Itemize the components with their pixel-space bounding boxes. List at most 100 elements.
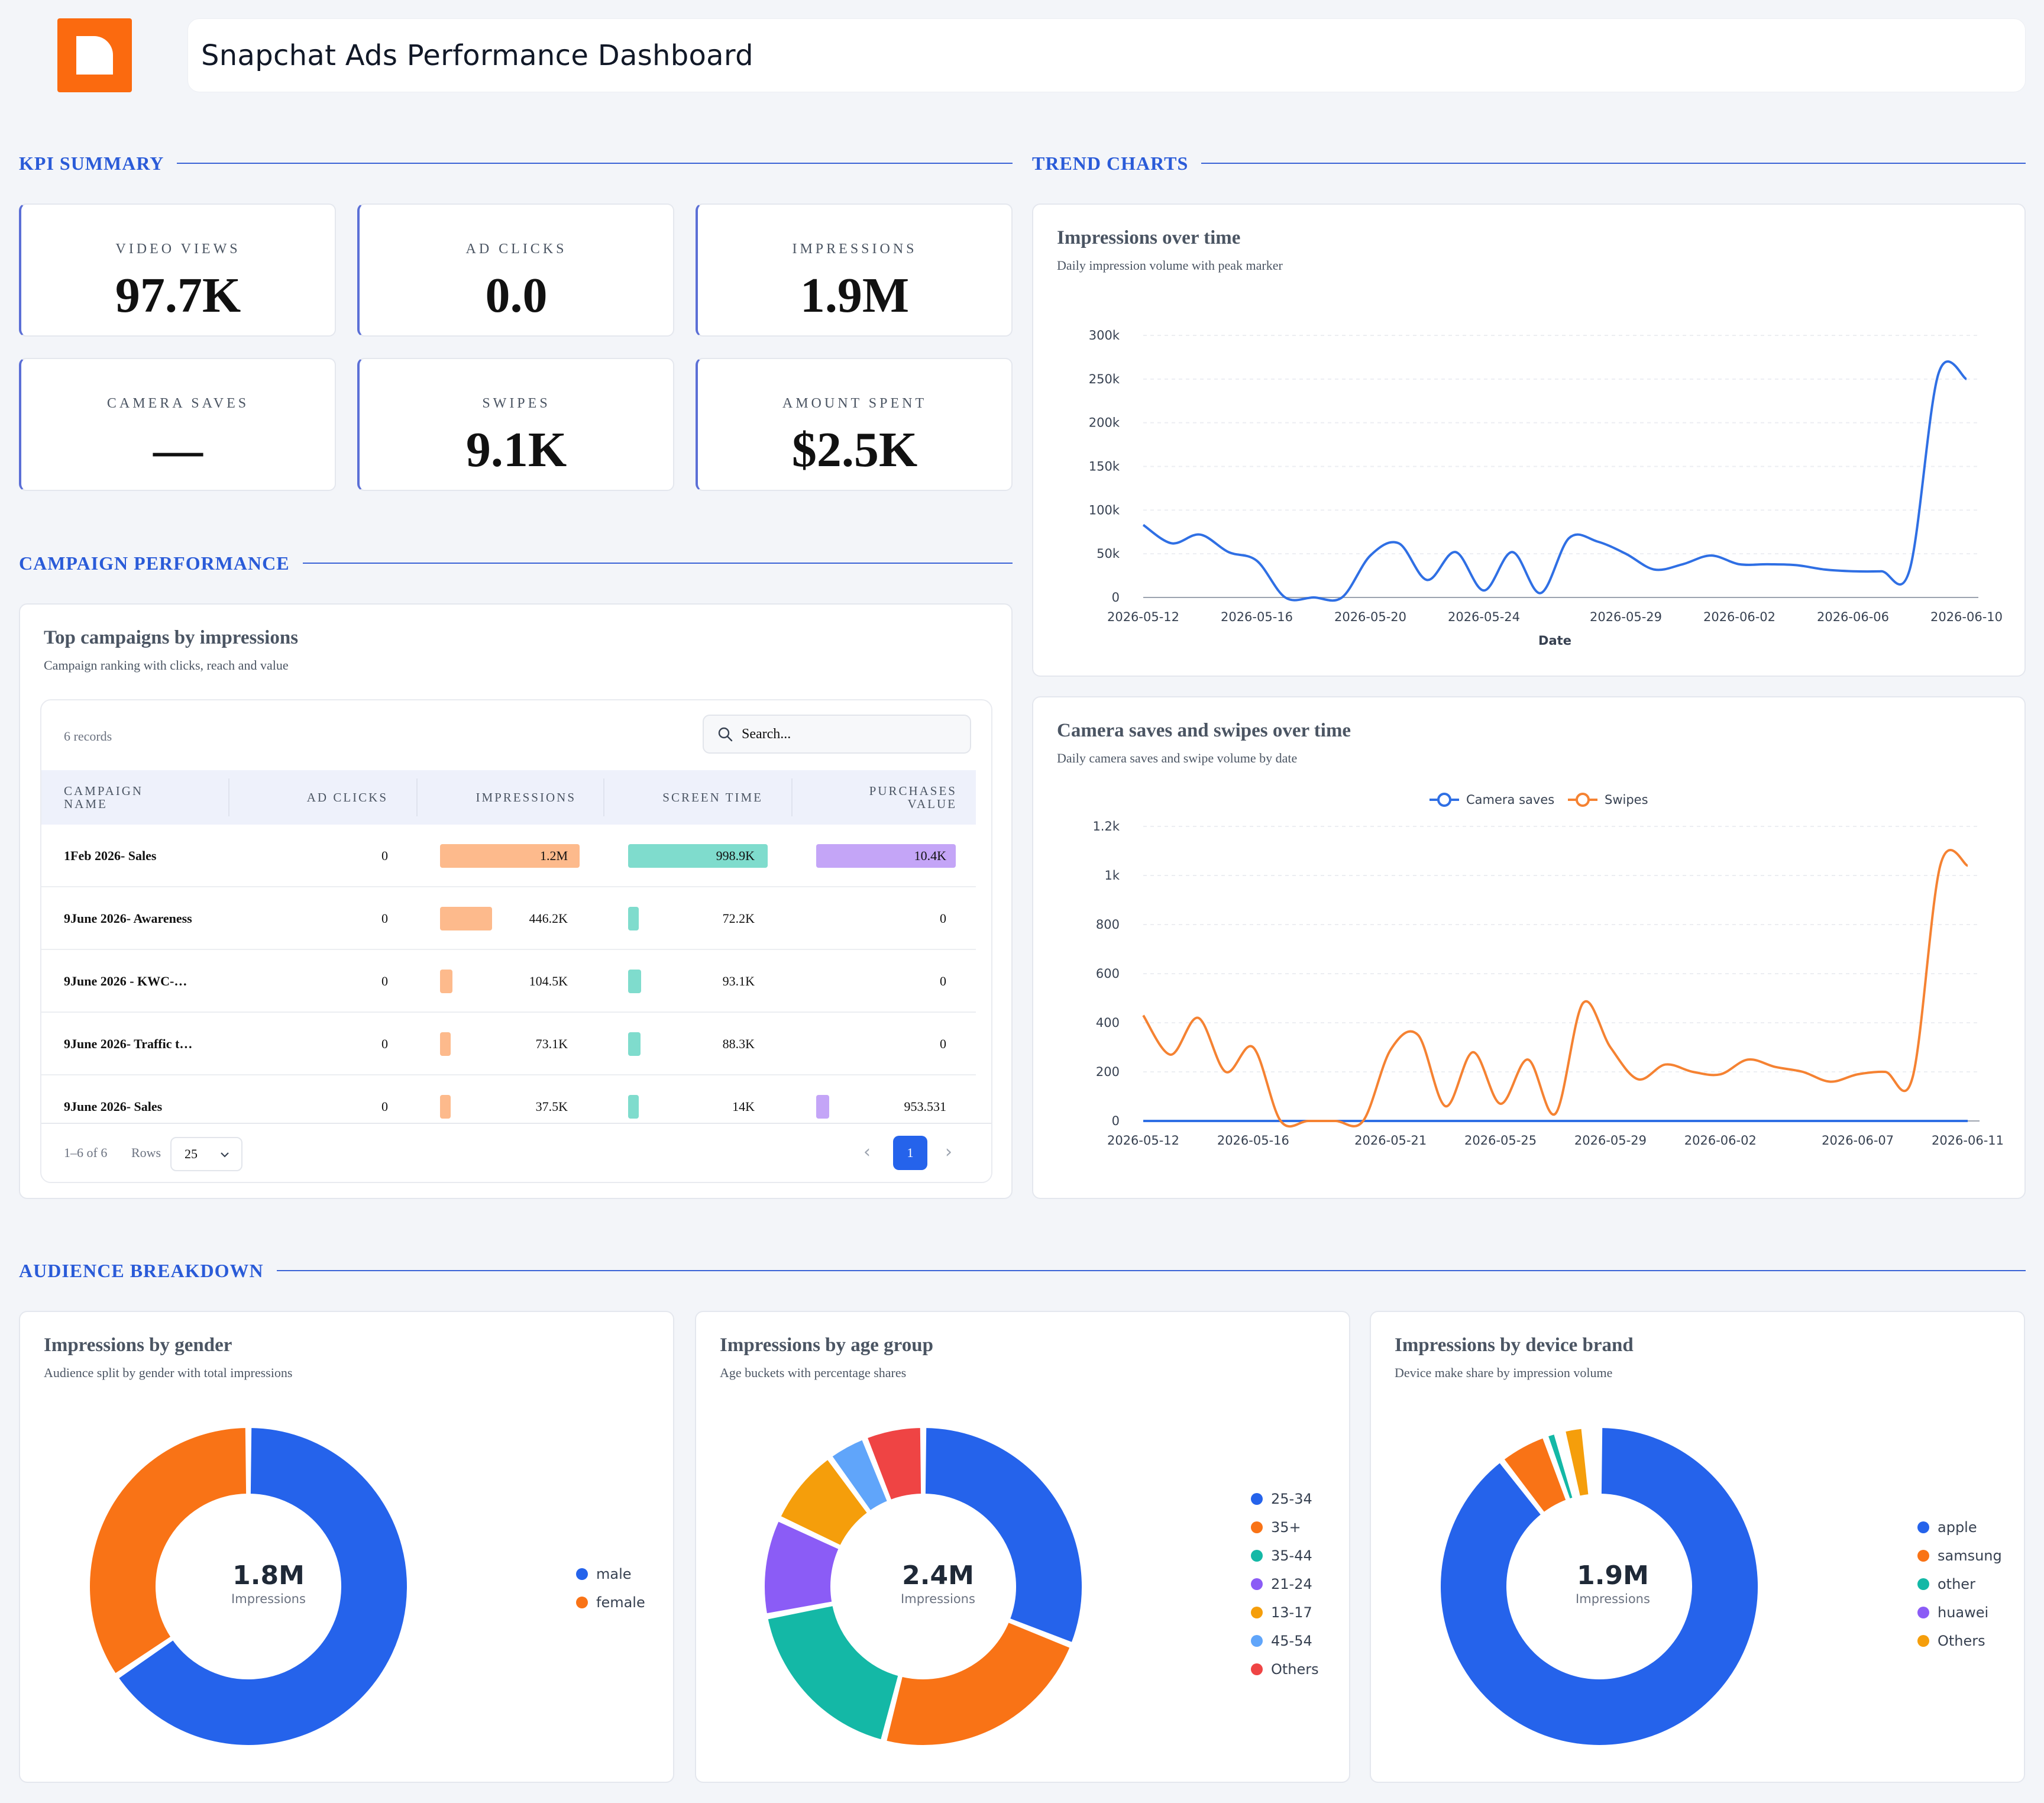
legend-item-13-17[interactable]: 13-17 <box>1251 1604 1312 1621</box>
legend-item-huawei[interactable]: huawei <box>1917 1604 1988 1621</box>
screen-time-cell: 72.2K <box>722 911 755 926</box>
svg-text:Camera saves: Camera saves <box>1466 793 1554 807</box>
chart-subtitle: Audience split by gender with total impr… <box>44 1365 293 1380</box>
donut-slice-apple[interactable] <box>1438 1425 1760 1747</box>
ad-clicks-cell: 0 <box>381 911 388 926</box>
legend-item-camera-saves[interactable]: Camera saves <box>1429 793 1554 807</box>
donut-center-label: Impressions <box>231 1592 306 1606</box>
purchases-value-cell: 0 <box>940 911 946 926</box>
donut-slice-13-17[interactable] <box>778 1456 871 1548</box>
y-tick-label: 0 <box>1112 1114 1120 1128</box>
donut-slice-huawei[interactable] <box>1557 1430 1579 1500</box>
table-header: CAMPAIGN NAME AD CLICKS IMPRESSIONS SCREE… <box>41 770 976 825</box>
kpi-card-amount-spent: AMOUNT SPENT $2.5K <box>696 358 1013 491</box>
screen-time-cell: 998.9K <box>716 848 755 863</box>
x-tick-label: 2026-05-24 <box>1448 610 1520 624</box>
donut-slice-21-24[interactable] <box>762 1518 842 1616</box>
age-donut-chart <box>762 1425 1084 1747</box>
donut-slice-female[interactable] <box>88 1425 249 1676</box>
x-tick-label: 2026-05-29 <box>1574 1133 1647 1148</box>
purchases-value-cell: 0 <box>940 1036 946 1051</box>
section-label: AUDIENCE BREAKDOWN <box>19 1259 264 1281</box>
records-count: 6 records <box>64 729 112 744</box>
x-tick-label: 2026-06-02 <box>1684 1133 1757 1148</box>
section-kpi-summary: KPI SUMMARY <box>19 151 1013 175</box>
section-label: KPI SUMMARY <box>19 152 164 174</box>
kpi-label: AMOUNT SPENT <box>782 396 927 411</box>
donut-slice-other[interactable] <box>1545 1432 1576 1502</box>
table-row[interactable]: 9June 2026- Traffic t… 0 73.1K 88.3K 0 <box>41 1013 976 1075</box>
x-tick-label: 2026-05-20 <box>1334 610 1406 624</box>
legend-item-45-54[interactable]: 45-54 <box>1251 1633 1312 1649</box>
saves-swipes-chart-card: Camera saves and swipes over time Daily … <box>1032 696 2026 1199</box>
search-input[interactable] <box>742 726 955 742</box>
next-page-button[interactable]: › <box>945 1142 952 1162</box>
legend-item-samsung[interactable]: samsung <box>1917 1547 2002 1564</box>
legend-item-35+[interactable]: 35+ <box>1251 1519 1301 1536</box>
table-row[interactable]: 9June 2026 - KWC-… 0 104.5K 93.1K 0 <box>41 950 976 1013</box>
app-logo <box>57 18 132 92</box>
impressions-bar <box>440 1032 451 1056</box>
donut-center-value: 1.8M <box>232 1560 305 1591</box>
section-trend-charts: TREND CHARTS <box>1032 151 2026 175</box>
campaign-table-card: Top campaigns by impressions Campaign ra… <box>19 603 1013 1199</box>
donut-slice-35-44[interactable] <box>765 1603 901 1743</box>
legend-item-25-34[interactable]: 25-34 <box>1251 1491 1312 1507</box>
search-box[interactable] <box>703 715 971 754</box>
legend-item-female[interactable]: female <box>576 1594 645 1611</box>
saves-swipes-line-chart: 0 200 400 600 800 1k 1.2k 2026-05-12 2026-05-16 2… <box>1092 793 2004 1148</box>
series-line-swipes <box>1142 849 1968 1128</box>
table-row[interactable]: 9June 2026- Awareness 0 446.2K 72.2K 0 <box>41 887 976 950</box>
legend-item-35-44[interactable]: 35-44 <box>1251 1547 1312 1564</box>
chart-title: Impressions by device brand <box>1395 1335 1634 1356</box>
gender-donut-chart <box>88 1425 409 1747</box>
x-tick-label: 2026-05-29 <box>1590 610 1662 624</box>
legend-item-21-24[interactable]: 21-24 <box>1251 1576 1312 1592</box>
donut-slice-45-54[interactable] <box>829 1437 890 1514</box>
legend-item-other[interactable]: other <box>1917 1576 1975 1592</box>
legend-item-others[interactable]: Others <box>1917 1633 1985 1649</box>
column-header-ad-clicks[interactable]: AD CLICKS <box>306 790 388 804</box>
x-axis-label: Date <box>1538 634 1571 648</box>
table-subtitle: Campaign ranking with clicks, reach and … <box>44 658 289 673</box>
kpi-value: — <box>153 422 203 477</box>
legend-item-swipes[interactable]: Swipes <box>1568 793 1648 807</box>
donut-slice-samsung[interactable] <box>1501 1435 1569 1516</box>
column-header-purchases-value[interactable]: PURCHASES VALUE <box>869 784 957 811</box>
section-label: CAMPAIGN PERFORMANCE <box>19 552 290 574</box>
legend-item-others[interactable]: Others <box>1251 1661 1319 1678</box>
page-button-current[interactable]: 1 <box>893 1136 927 1170</box>
ad-clicks-cell: 0 <box>381 848 388 863</box>
campaign-name-cell: 1Feb 2026- Sales <box>64 848 157 863</box>
screen-time-cell: 14K <box>732 1099 755 1114</box>
campaign-name-cell: 9June 2026- Awareness <box>64 911 192 926</box>
impressions-chart-card: Impressions over time Daily impression v… <box>1032 203 2026 677</box>
rows-per-page-select[interactable]: 25 <box>170 1137 242 1171</box>
donut-slice-25-34[interactable] <box>923 1425 1084 1645</box>
legend-item-male[interactable]: male <box>576 1566 632 1582</box>
donut-slice-35+[interactable] <box>884 1620 1073 1747</box>
chevron-down-icon <box>221 1152 229 1158</box>
header-bar: Snapchat Ads Performance Dashboard <box>187 18 2026 92</box>
kpi-value: $2.5K <box>791 422 918 477</box>
y-tick-label: 0 <box>1112 590 1120 605</box>
x-tick-label: 2026-05-16 <box>1221 610 1293 624</box>
campaign-name-cell: 9June 2026- Sales <box>64 1099 163 1114</box>
donut-slice-others[interactable] <box>865 1425 924 1502</box>
x-tick-label: 2026-05-16 <box>1217 1133 1289 1148</box>
column-header-campaign-name[interactable]: CAMPAIGN NAME <box>64 784 144 811</box>
column-header-impressions[interactable]: IMPRESSIONS <box>476 790 576 804</box>
donut-slice-others[interactable] <box>1563 1426 1591 1499</box>
y-tick-label: 50k <box>1097 547 1120 561</box>
section-audience-breakdown: AUDIENCE BREAKDOWN <box>19 1259 2026 1282</box>
donut-slice-male[interactable] <box>115 1425 409 1747</box>
table-row[interactable]: 1Feb 2026- Sales 0 1.2M 998.9K 10.4K <box>41 825 976 887</box>
legend-item-apple[interactable]: apple <box>1917 1519 1977 1536</box>
column-header-screen-time[interactable]: SCREEN TIME <box>662 790 763 804</box>
chart-title: Impressions by gender <box>44 1335 232 1356</box>
chart-subtitle: Daily impression volume with peak marker <box>1057 258 1283 273</box>
prev-page-button[interactable]: ‹ <box>863 1142 871 1162</box>
kpi-card-video-views: VIDEO VIEWS 97.7K <box>19 203 336 337</box>
x-tick-label: 2026-06-10 <box>1930 610 2003 624</box>
